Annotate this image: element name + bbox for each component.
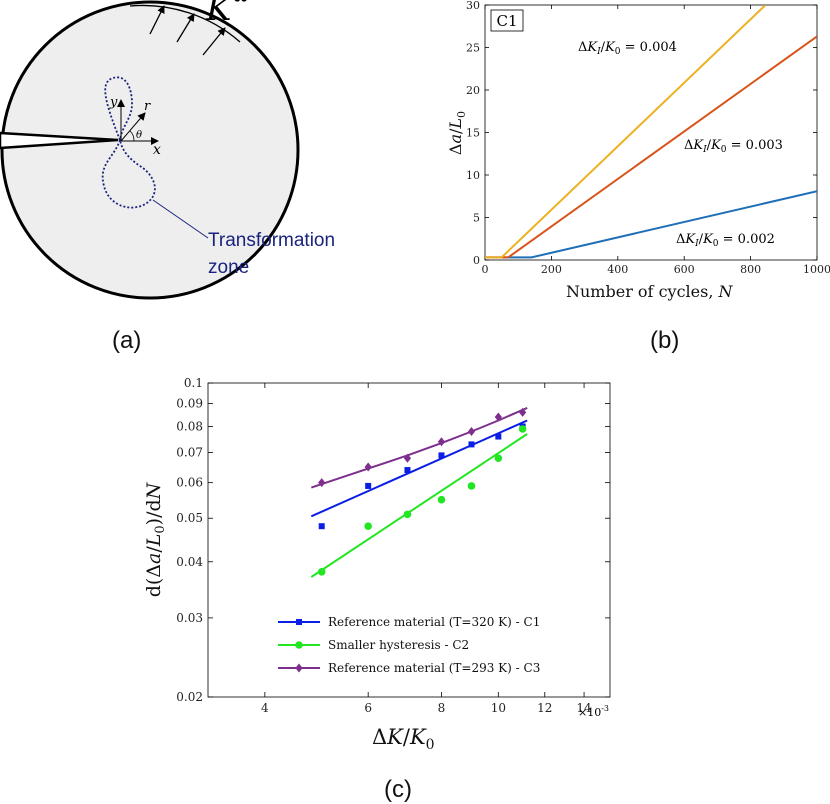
y-tick-label: 25 [466,42,480,55]
y-tick-label: 0.03 [176,611,203,625]
y-tick-label: 0.07 [176,446,203,460]
annotation-0004: ΔKI/K0 = 0.004 [578,40,677,57]
plot-frame [484,4,818,261]
case-tag-box [490,9,524,32]
c-y-axis-label: d(Δa/L0)/dN [143,481,168,597]
data-point [365,482,372,489]
zone-label-line1: Transformation [208,230,335,251]
fit-line [310,419,528,518]
y-tick-label: 30 [466,0,480,12]
data-point [295,641,303,649]
legend: Reference material (T=320 K) - C1 Smaller… [278,615,540,675]
theta-arc [129,130,135,142]
x-tick-label: 800 [740,263,761,276]
fit-line [310,433,528,578]
data-point [438,452,445,459]
data-point [494,454,503,463]
data-point [495,433,502,440]
zone-label-line2: zone [208,257,249,278]
legend-label: Reference material (T=320 K) - C1 [328,615,540,629]
r-label: r [144,99,151,114]
panel-b-label: (b) [650,327,679,354]
x-axis-label: x [153,142,161,158]
data-point [437,495,446,504]
data-point [295,663,303,673]
data-point [318,478,326,488]
panel-a-crack-diagram: K∞ y x r θ Transformation zone (a) [0,0,335,354]
x-tick-label: 8 [438,701,446,715]
x-multiplier: ×10-3 [578,704,609,719]
x-tick-label: 0 [482,263,489,276]
specimen-disk [0,0,300,300]
c-x-axis-label: ΔK/K0 [372,725,435,753]
plot-frame [207,382,611,698]
data-point [364,462,372,472]
load-arrow [149,5,165,35]
y-axis-label: y [109,95,118,110]
data-point [467,426,476,436]
panel-b-crack-growth-chart: 0 200 400 600 800 1000 0 5 10 15 20 25 30 C1 ΔKI/K0 … [446,0,830,354]
panel-a-label: (a) [112,327,141,354]
y-tick-label: 0.02 [176,690,203,704]
y-tick-label: 0.06 [176,476,203,490]
data-point [468,441,475,448]
series-line [485,5,767,259]
transformation-zone-boundary [101,76,156,209]
annotation-0002: ΔKI/K0 = 0.002 [676,232,775,249]
data-point [317,567,326,576]
y-tick-label: 0.05 [176,511,203,525]
y-tick-label: 15 [466,127,480,140]
y-tick-label: 5 [473,212,480,225]
data-point [403,510,412,519]
x-tick-label: 1000 [803,263,830,276]
b-x-axis-label: Number of cycles, N [566,282,734,301]
data-point [364,522,372,530]
load-arc [129,4,241,43]
data-point [467,482,476,490]
legend-label: Smaller hysteresis - C2 [328,638,469,652]
panel-c-rate-chart: 4 6 8 10 12 14 0.02 0.03 0.04 0.05 0.06 0.07 0.08 0.0… [143,376,611,803]
k-infinity-label: K∞ [205,0,250,29]
y-tick-label: 10 [466,169,480,182]
tick-marks: 4 6 8 10 12 14 0.02 0.03 0.04 0.05 0.06 0.07 0.08 0.0… [176,376,610,715]
y-tick-label: 0.09 [176,397,203,411]
data-point [519,407,527,417]
data-point [494,412,502,422]
data-point [318,523,325,530]
x-tick-label: 600 [674,263,695,276]
x-tick-label: 14 [576,701,592,715]
data-point [437,437,446,447]
y-tick-label: 0.1 [184,376,203,390]
x-tick-label: 12 [537,701,552,715]
load-arrow [202,27,226,56]
r-arrow [120,112,146,142]
series-markers [310,406,528,578]
y-tick-label: 0.04 [176,555,203,569]
zone-pointer-line [152,199,209,239]
data-point [404,467,411,474]
data-point [403,453,412,463]
x-tick-label: 400 [607,263,628,276]
legend-label: Reference material (T=293 K) - C3 [328,661,540,675]
x-tick-label: 200 [541,263,562,276]
x-tick-label: 4 [261,701,269,715]
data-point [518,425,527,433]
y-tick-label: 0.08 [176,420,203,434]
tick-marks: 0 200 400 600 800 1000 0 5 10 15 20 25 30 [466,0,830,276]
panel-c-label: (c) [384,776,412,803]
x-tick-label: 6 [364,701,372,715]
b-y-axis-label: Δa/L0 [446,111,468,155]
annotation-0003: ΔKI/K0 = 0.003 [684,138,783,155]
case-tag: C1 [496,12,517,30]
y-tick-label: 20 [466,84,480,97]
series-lines [485,5,817,259]
theta-label: θ [136,130,142,141]
data-point [296,619,302,625]
load-arrow [176,13,195,43]
x-tick-label: 10 [491,701,506,715]
crack-notch [0,131,119,150]
y-tick-label: 0 [473,254,480,267]
